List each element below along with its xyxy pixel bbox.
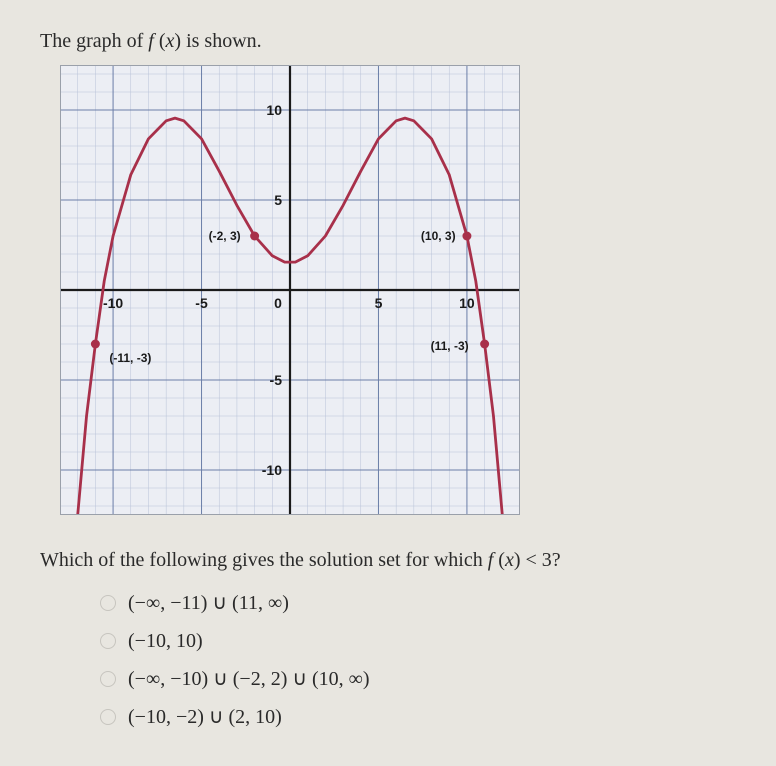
question-qmark: ? bbox=[552, 549, 561, 571]
point-label: (-11, -3) bbox=[109, 351, 151, 365]
function-graph: -10 -5 0 5 10 10 5 -5 -10 (-11, -3) (-2, 3) (10, 3)… bbox=[60, 65, 520, 515]
option-label: (−10, 10) bbox=[128, 622, 203, 660]
option-row[interactable]: (−∞, −10) ∪ (−2, 2) ∪ (10, ∞) bbox=[100, 660, 736, 698]
y-tick-label: 10 bbox=[266, 102, 282, 118]
x-tick-label: 5 bbox=[375, 295, 383, 311]
question-text: Which of the following gives the solutio… bbox=[40, 544, 736, 576]
x-tick-label: 0 bbox=[274, 295, 282, 311]
x-tick-label: 10 bbox=[459, 295, 475, 311]
x-tick-label: -5 bbox=[195, 295, 208, 311]
marked-point bbox=[480, 340, 489, 349]
prompt-prefix: The graph of bbox=[40, 30, 148, 52]
graph-container: -10 -5 0 5 10 10 5 -5 -10 (-11, -3) (-2, 3) (10, 3)… bbox=[60, 65, 736, 520]
marked-point bbox=[462, 232, 471, 241]
marked-point bbox=[91, 340, 100, 349]
point-label: (11, -3) bbox=[431, 339, 469, 353]
y-tick-label: -10 bbox=[262, 462, 282, 478]
marked-point bbox=[250, 232, 259, 241]
options-list: (−∞, −11) ∪ (11, ∞)(−10, 10)(−∞, −10) ∪ … bbox=[40, 584, 736, 736]
point-label: (10, 3) bbox=[421, 229, 456, 243]
radio-icon bbox=[100, 633, 116, 649]
question-math: f bbox=[488, 549, 494, 571]
radio-icon bbox=[100, 595, 116, 611]
x-tick-label: -10 bbox=[103, 295, 123, 311]
option-label: (−∞, −11) ∪ (11, ∞) bbox=[128, 584, 289, 622]
option-label: (−∞, −10) ∪ (−2, 2) ∪ (10, ∞) bbox=[128, 660, 370, 698]
point-label: (-2, 3) bbox=[209, 229, 241, 243]
option-row[interactable]: (−10, 10) bbox=[100, 622, 736, 660]
radio-icon bbox=[100, 671, 116, 687]
y-tick-label: -5 bbox=[270, 372, 283, 388]
option-label: (−10, −2) ∪ (2, 10) bbox=[128, 698, 282, 736]
option-row[interactable]: (−∞, −11) ∪ (11, ∞) bbox=[100, 584, 736, 622]
prompt-text: The graph of f (x) is shown. bbox=[40, 30, 736, 53]
y-tick-label: 5 bbox=[274, 192, 282, 208]
option-row[interactable]: (−10, −2) ∪ (2, 10) bbox=[100, 698, 736, 736]
question-prefix: Which of the following gives the solutio… bbox=[40, 549, 488, 571]
radio-icon bbox=[100, 709, 116, 725]
prompt-paren: (x) is shown. bbox=[154, 30, 262, 52]
